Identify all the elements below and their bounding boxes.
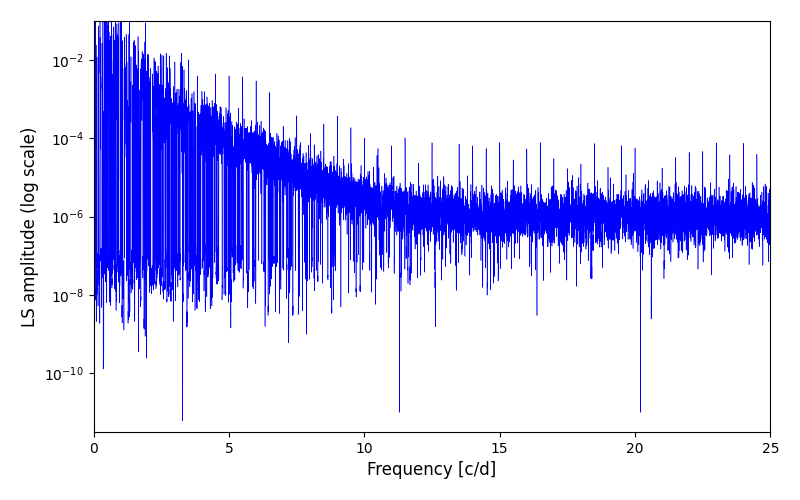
X-axis label: Frequency [c/d]: Frequency [c/d] xyxy=(367,461,497,479)
Y-axis label: LS amplitude (log scale): LS amplitude (log scale) xyxy=(21,126,39,326)
